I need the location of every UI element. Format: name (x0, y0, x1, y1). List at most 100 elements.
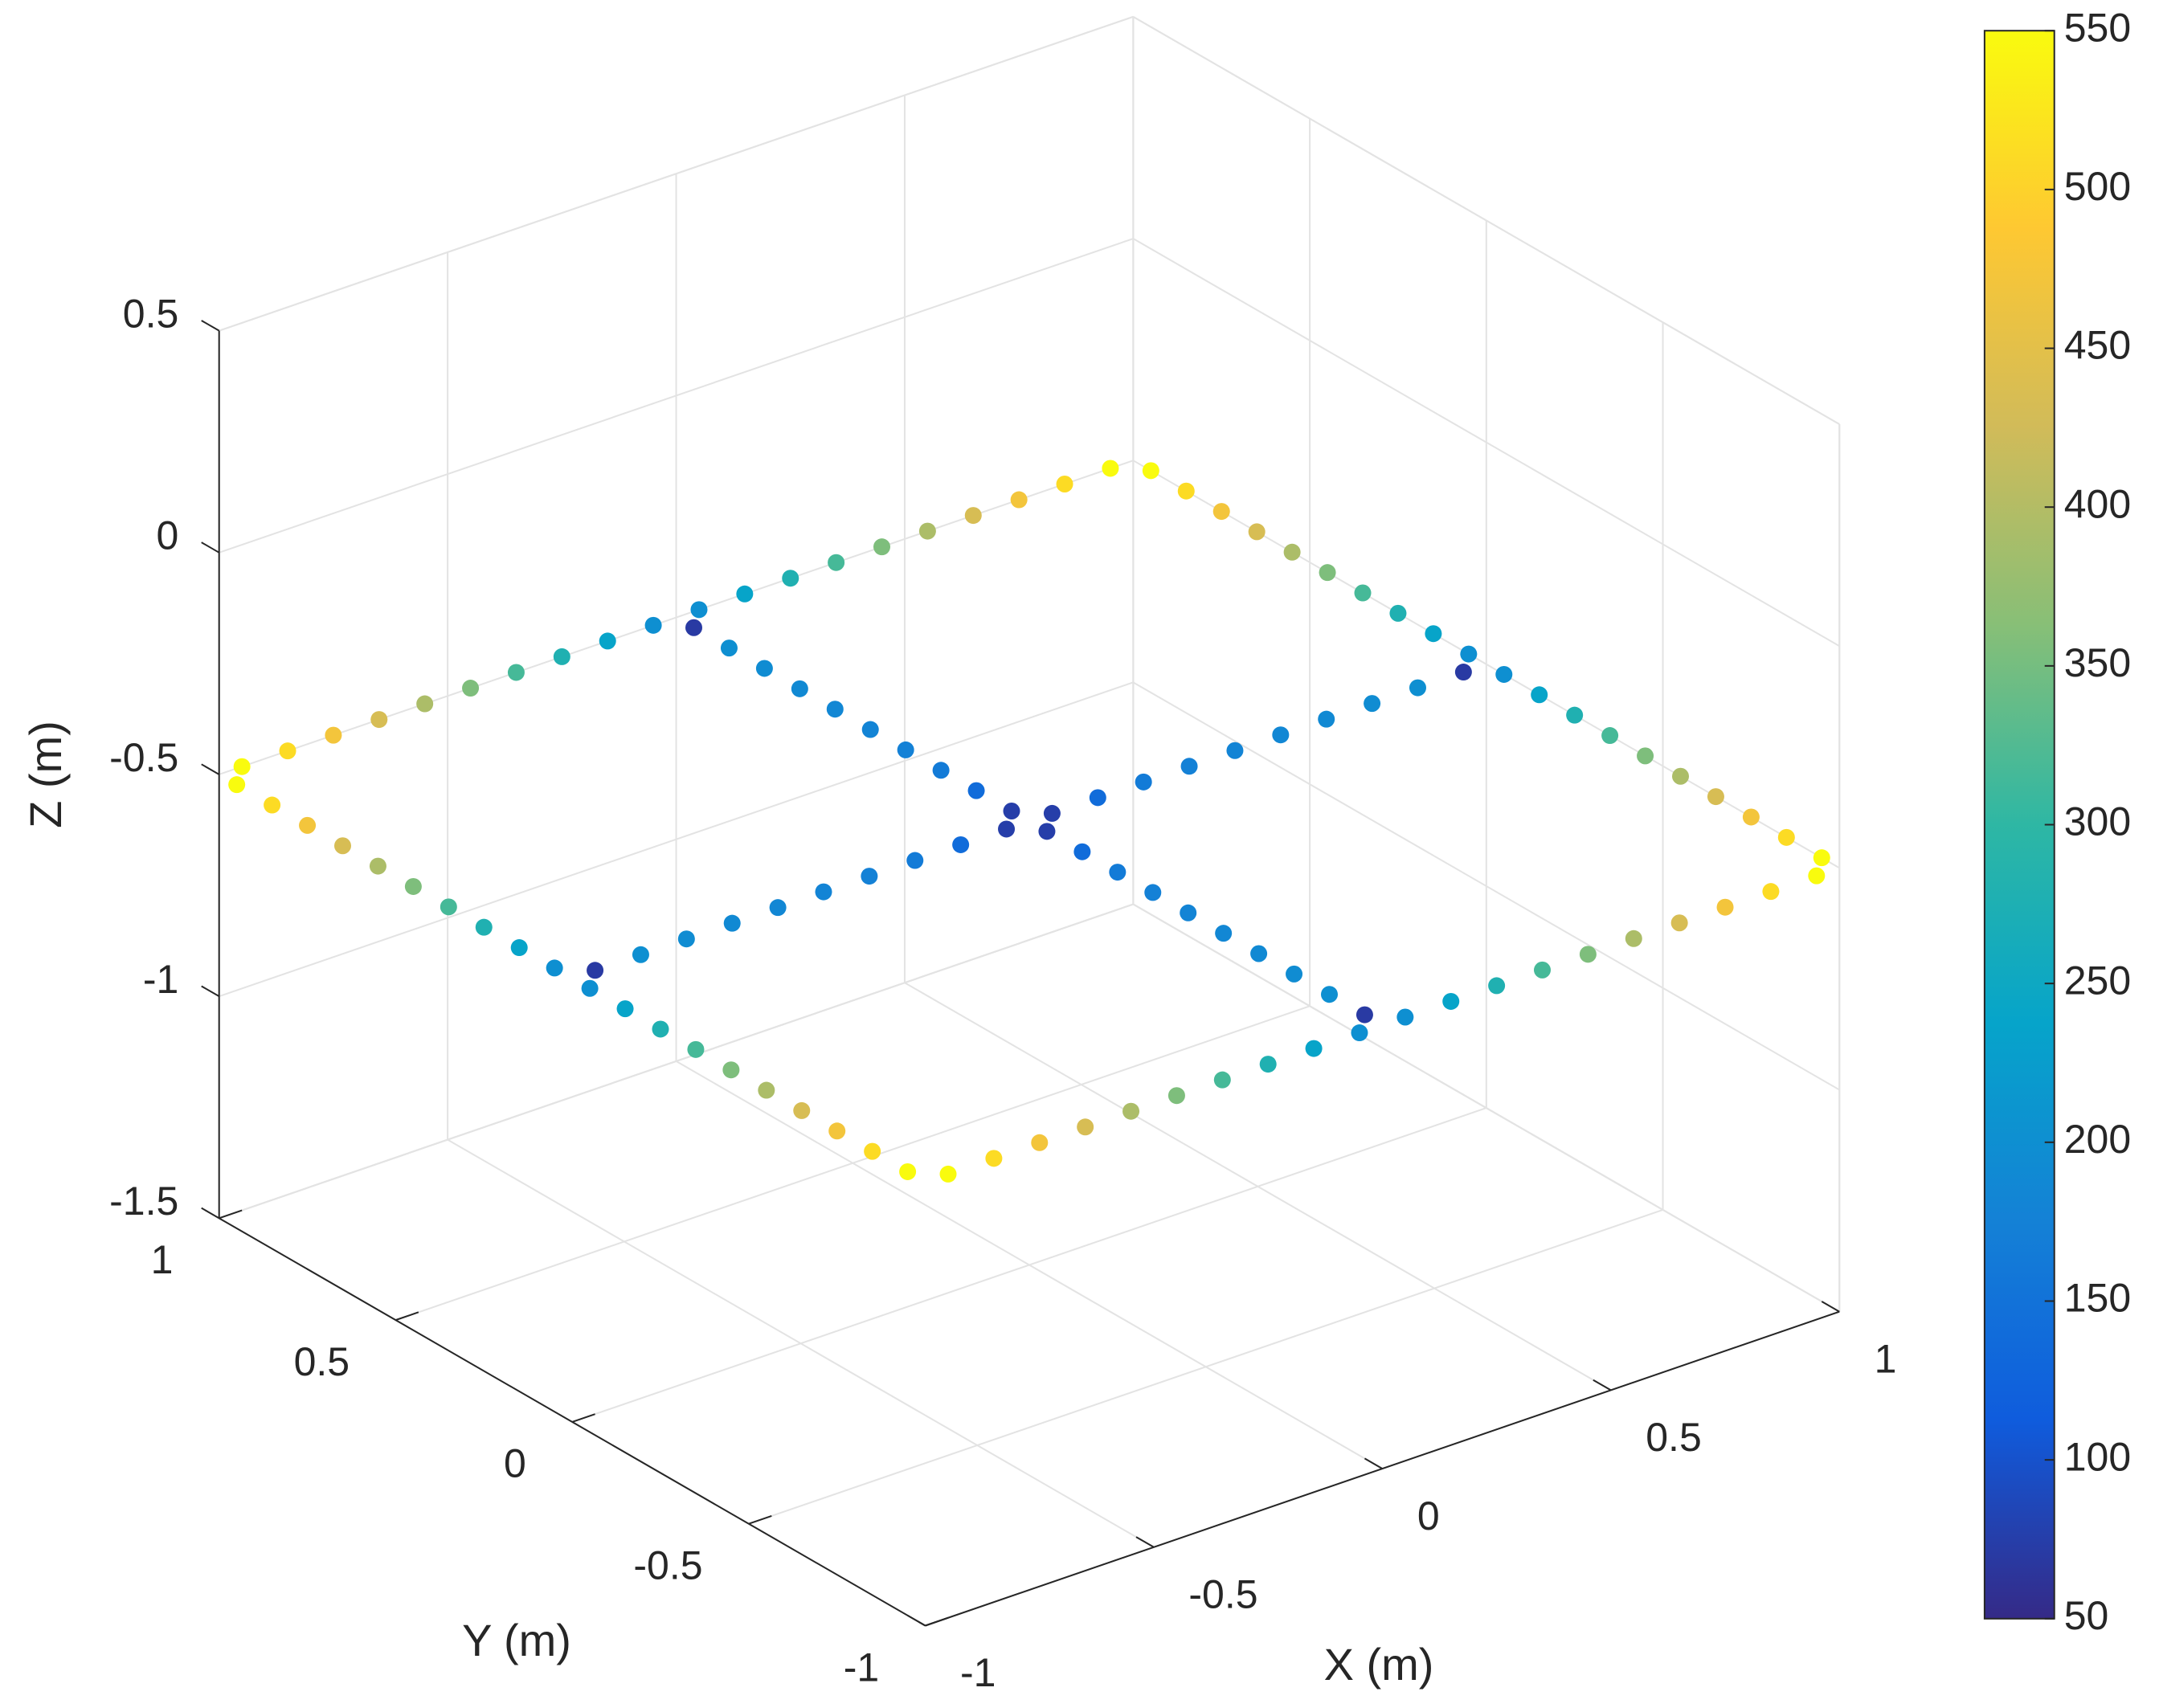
grid-line (219, 15, 1134, 332)
point (998, 820, 1016, 838)
y-tick-label: -0.5 (633, 1543, 702, 1587)
point (1488, 977, 1506, 995)
point (1625, 930, 1642, 947)
point (507, 664, 525, 681)
point (599, 632, 616, 650)
axes: -1 -0.5 0 0.5 1 -1 -0.5 0 0.5 1 -1.5 -1 -0.5 0 0.5 (109, 291, 1896, 1695)
y-tick (571, 1413, 595, 1423)
colorbar-tick-label: 250 (2064, 958, 2131, 1003)
point (632, 946, 649, 963)
z-tick (201, 985, 220, 998)
grid-line (219, 238, 1134, 554)
point (1286, 965, 1303, 983)
point (1531, 686, 1548, 704)
point (553, 648, 570, 665)
point (828, 1122, 846, 1140)
point (1777, 828, 1795, 846)
x-tick-label: 1 (1875, 1336, 1897, 1381)
point (1356, 1006, 1373, 1024)
colorbar-tick-label: 150 (2064, 1276, 2131, 1321)
point (1003, 802, 1020, 819)
point (1425, 625, 1442, 643)
point (1180, 758, 1198, 775)
point (1601, 727, 1619, 745)
point (793, 1101, 811, 1119)
grid-line (1132, 681, 1840, 1091)
colorbar-tick-label: 100 (2064, 1434, 2131, 1479)
x-tick (1364, 1457, 1383, 1469)
y-tick-label: 0 (504, 1441, 526, 1486)
point (828, 554, 845, 571)
point (279, 742, 296, 760)
point (1226, 742, 1244, 759)
point (723, 914, 741, 932)
point (510, 939, 528, 957)
point (1460, 645, 1478, 663)
points (228, 460, 1830, 1183)
point (1454, 664, 1472, 681)
point (864, 1142, 881, 1160)
point (652, 1020, 669, 1038)
point (1077, 1118, 1094, 1136)
point (1177, 482, 1195, 500)
z-tick (201, 1207, 220, 1220)
colorbar-tick-label: 350 (2064, 640, 2131, 685)
grid-line (395, 1005, 1311, 1322)
point (985, 1150, 1003, 1167)
point (1122, 1102, 1140, 1120)
x-tick (907, 1614, 926, 1627)
colorbar: 50 100 150 200 250 300 350 400 450 500 550 (1983, 5, 2131, 1638)
z-tick-label: 0 (157, 513, 179, 558)
point (581, 979, 599, 997)
point (1213, 1071, 1231, 1089)
y-axis-label: Y (m) (462, 1615, 571, 1665)
point (1442, 992, 1460, 1010)
point (1409, 679, 1426, 697)
point (873, 538, 891, 556)
point (370, 711, 388, 729)
point (325, 726, 342, 744)
point (1354, 584, 1372, 602)
grid-line (1132, 238, 1840, 648)
point (861, 721, 879, 738)
point (299, 816, 317, 834)
colorbar-tick-label: 200 (2064, 1117, 2131, 1162)
point (1144, 884, 1162, 901)
point (333, 837, 351, 855)
point (755, 660, 773, 677)
point (758, 1081, 775, 1099)
x-tick-label: -1 (960, 1650, 996, 1695)
point (264, 796, 281, 814)
point (1495, 665, 1513, 683)
z-tick (201, 320, 220, 332)
point (1215, 925, 1233, 942)
point (685, 619, 703, 636)
point (1250, 945, 1268, 962)
point (1073, 843, 1091, 860)
colorbar-tick-label: 450 (2064, 323, 2131, 368)
point (1180, 904, 1197, 921)
point (1272, 726, 1290, 744)
point (1319, 564, 1336, 582)
point (546, 959, 563, 977)
point (1320, 986, 1338, 1003)
point (769, 899, 787, 917)
z-tick-label: 0.5 (123, 291, 179, 336)
x-tick (1821, 1301, 1840, 1313)
grid-line (748, 1208, 1663, 1525)
point (1259, 1056, 1277, 1073)
point (782, 570, 799, 587)
point (587, 962, 604, 979)
grid-line (219, 681, 1134, 998)
y-tick (395, 1311, 419, 1322)
z-axis-label: Z (m) (20, 721, 71, 828)
colorbar-fill (1983, 30, 2055, 1620)
point (826, 701, 844, 718)
point (1031, 1134, 1049, 1151)
x-tick (1135, 1536, 1155, 1548)
point (644, 616, 662, 634)
point (1637, 747, 1654, 765)
y-tick (219, 1209, 243, 1220)
